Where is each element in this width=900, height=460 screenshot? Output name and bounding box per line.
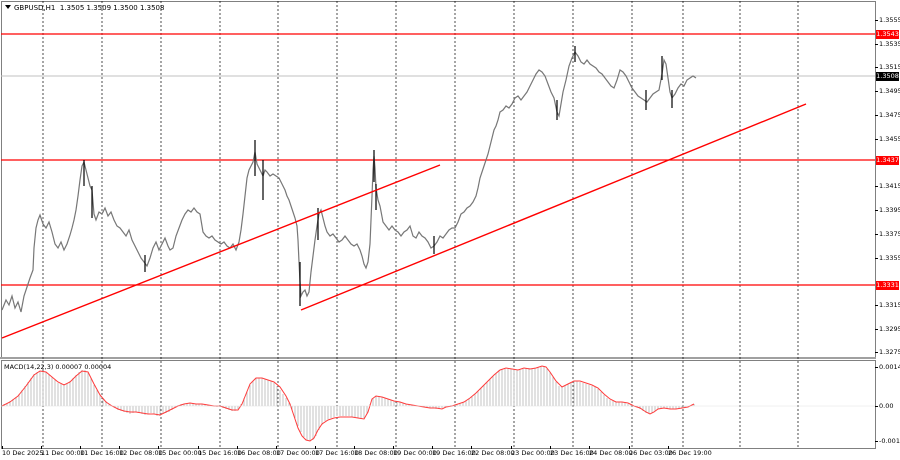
time-tick: 19 Dec 00:00 xyxy=(393,446,437,457)
time-tick: 22 Dec 08:00 xyxy=(471,446,515,457)
price-tick: 1.3355 xyxy=(875,254,900,262)
price-tick: 1.3275 xyxy=(875,348,900,356)
price-tick: 1.3295 xyxy=(875,325,900,333)
price-tick: 1.3555 xyxy=(875,16,900,24)
price-tick: 1.3515 xyxy=(875,63,900,71)
support-resistance-levels xyxy=(1,33,875,286)
time-tick: 23 Dec 16:00 xyxy=(550,446,594,457)
time-tick: 19 Dec 16:00 xyxy=(432,446,476,457)
time-tick: 23 Dec 00:00 xyxy=(511,446,555,457)
symbol-label: GBPUSD,H1 xyxy=(14,4,56,12)
price-tick: 1.3395 xyxy=(875,206,900,214)
time-tick: 15 Dec 16:00 xyxy=(198,446,242,457)
price-tick: 1.3375 xyxy=(875,230,900,238)
time-tick: 24 Dec 08:00 xyxy=(589,446,633,457)
time-tick: 26 Dec 03:00 xyxy=(629,446,673,457)
current-price-tag: 1.3508 xyxy=(876,72,899,81)
time-tick: 16 Dec 08:00 xyxy=(237,446,281,457)
macd-tick: -0.00128 xyxy=(874,437,900,445)
macd-pane[interactable] xyxy=(1,360,876,449)
time-tick: 26 Dec 19:00 xyxy=(668,446,712,457)
price-tick: 1.3315 xyxy=(875,301,900,309)
time-tick: 17 Dec 00:00 xyxy=(276,446,320,457)
macd-title: MACD(14,22,3) 0.00007 0.00004 xyxy=(4,363,112,371)
price-tick: 1.3475 xyxy=(875,111,900,119)
price-tick: 1.3535 xyxy=(875,40,900,48)
time-tick: 17 Dec 16:00 xyxy=(315,446,359,457)
trend-line-upper-channel xyxy=(1,164,441,339)
macd-signal-line xyxy=(1,365,695,442)
vertical-grid xyxy=(42,1,799,447)
level-price-tag: 1.3543 xyxy=(876,30,899,39)
level-price-tag: 1.3331 xyxy=(876,281,899,290)
macd-tick: 0.00 xyxy=(874,402,894,410)
level-price-tag: 1.3437 xyxy=(876,156,899,165)
price-tick: 1.3495 xyxy=(875,87,900,95)
time-tick: 10 Dec 2025 xyxy=(2,446,44,457)
ohlc-values: 1.3505 1.3509 1.3500 1.3508 xyxy=(59,4,165,12)
candlesticks xyxy=(1,46,697,313)
price-tick: 1.3455 xyxy=(875,135,900,143)
pane-separator[interactable] xyxy=(0,357,876,359)
chart-title[interactable]: GBPUSD,H1 1.3505 1.3509 1.3500 1.3508 xyxy=(5,4,164,12)
price-chart-pane[interactable] xyxy=(1,1,876,358)
macd-tick: 0.00141 xyxy=(875,363,900,371)
trend-line-lower xyxy=(300,103,807,311)
time-tick: 11 Dec 16:00 xyxy=(80,446,124,457)
price-tick: 1.3415 xyxy=(875,182,900,190)
time-tick: 18 Dec 08:00 xyxy=(354,446,398,457)
trend-lines xyxy=(1,103,807,339)
time-tick: 11 Dec 00:00 xyxy=(41,446,85,457)
collapse-triangle-icon[interactable] xyxy=(5,5,11,9)
time-tick: 15 Dec 00:00 xyxy=(158,446,202,457)
time-tick: 12 Dec 08:00 xyxy=(119,446,163,457)
